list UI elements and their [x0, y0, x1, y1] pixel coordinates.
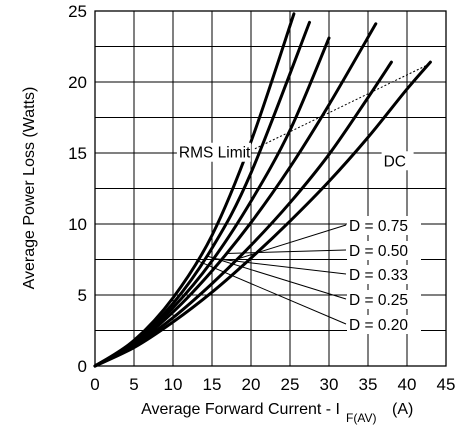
series-line-d-0-75: [93, 60, 393, 368]
label-bg-dc: [381, 151, 414, 171]
annotation-labels: RMS Limit DC D = 0.75 D = 0.50 D = 0.33 D = 0…: [176, 142, 421, 334]
label-bg-d-0-25: [347, 290, 421, 309]
tick-labels: 0 5 10 15 20 25 30 35 40 45 0 5 10 15 20 25: [68, 2, 455, 394]
label-bg-rms-limit: [176, 142, 251, 162]
leader-d-0-75: [236, 224, 347, 260]
label-bg-d-0-33: [347, 265, 421, 284]
x-tick-label-20: 20: [242, 375, 261, 394]
curves: [93, 12, 432, 368]
x-tick-label-40: 40: [398, 375, 417, 394]
label-rms-limit: RMS Limit: [179, 145, 251, 162]
label-bg-d-0-75: [347, 216, 421, 235]
y-tick-label-20: 20: [68, 73, 87, 92]
y-tick-label-5: 5: [78, 286, 87, 305]
series-line-d-0-50: [93, 22, 378, 368]
x-tick-label-35: 35: [359, 375, 378, 394]
y-tick-label-25: 25: [68, 2, 87, 21]
label-d-0-50: D = 0.50: [349, 243, 408, 260]
leader-d-0-50: [226, 249, 347, 254]
x-axis-label-subscript: F(AV): [346, 411, 376, 425]
label-d-0-25: D = 0.25: [349, 292, 408, 309]
rms-limit-group: [254, 63, 431, 150]
label-d-0-33: D = 0.33: [349, 267, 408, 284]
duty-cycle-leaders: [196, 224, 347, 325]
label-d-0-75: D = 0.75: [349, 218, 408, 235]
x-tick-label-10: 10: [164, 375, 183, 394]
x-tick-label-25: 25: [281, 375, 300, 394]
label-bg-d-0-20: [347, 315, 421, 334]
leader-d-0-20: [196, 259, 347, 325]
series-line-dc: [93, 60, 432, 368]
x-axis-label: Average Forward Current - I: [141, 401, 340, 418]
series-line-d-0-20: [93, 12, 296, 368]
y-tick-label-0: 0: [78, 357, 87, 376]
x-tick-label-0: 0: [90, 375, 99, 394]
leader-d-0-33: [213, 258, 347, 275]
rms-limit-line: [254, 63, 431, 150]
grid: [95, 11, 446, 366]
label-bg-d-0-50: [347, 241, 421, 260]
y-tick-label-10: 10: [68, 215, 87, 234]
y-tick-label-15: 15: [68, 144, 87, 163]
y-axis-label: Average Power Loss (Watts): [21, 87, 38, 290]
series-line-d-0-25: [93, 20, 311, 368]
label-d-0-20: D = 0.20: [349, 317, 408, 334]
leader-d-0-25: [206, 255, 347, 300]
plot-frame: [94, 10, 447, 367]
x-axis-label-unit: (A): [392, 401, 413, 418]
x-tick-label-5: 5: [129, 375, 138, 394]
x-tick-label-30: 30: [320, 375, 339, 394]
x-tick-label-15: 15: [203, 375, 222, 394]
label-dc: DC: [384, 153, 406, 170]
x-tick-label-45: 45: [437, 375, 456, 394]
